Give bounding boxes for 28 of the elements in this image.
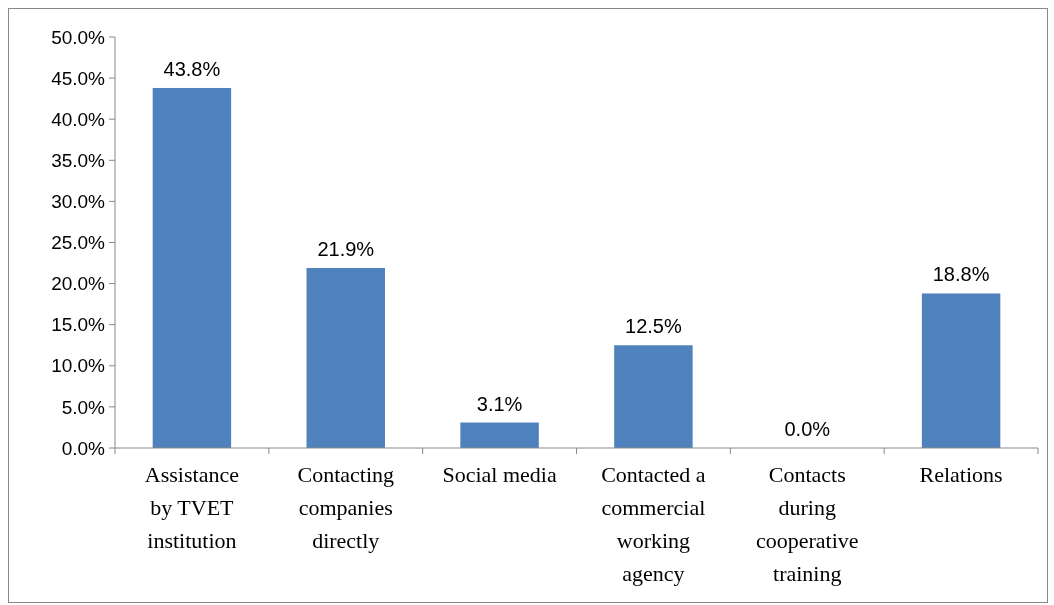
y-tick-label: 50.0% [51, 26, 106, 48]
data-label: 21.9% [317, 237, 375, 260]
bar [460, 422, 539, 448]
x-tick-label: Relations [919, 462, 1003, 487]
bar [921, 293, 1001, 448]
y-tick-label: 0.0% [61, 437, 106, 459]
data-label: 0.0% [784, 418, 831, 440]
y-tick-label: 5.0% [61, 396, 106, 418]
x-tick-label: Social media [442, 462, 557, 487]
y-tick-label: 15.0% [51, 314, 106, 336]
y-tick-label: 35.0% [51, 149, 106, 171]
x-tick-label: Contacting companies directly [297, 462, 395, 553]
y-tick-label: 20.0% [51, 273, 106, 295]
bar [614, 345, 693, 448]
y-tick-label: 45.0% [51, 67, 106, 89]
y-tick-label: 25.0% [51, 232, 106, 254]
data-label: 18.8% [932, 263, 990, 286]
bar [306, 267, 385, 448]
y-tick-label: 10.0% [51, 355, 106, 377]
data-label: 3.1% [476, 392, 523, 415]
data-label: 43.8% [163, 57, 221, 80]
x-tick-label: Contacts during cooperative training [755, 462, 859, 586]
x-tick-label: Assistance by TVET institution [144, 462, 239, 553]
x-tick-label: Contacted a commercial working agency [601, 462, 706, 586]
y-tick-label: 30.0% [51, 191, 106, 213]
bar [152, 87, 232, 448]
y-tick-label: 40.0% [51, 108, 106, 130]
data-label: 12.5% [625, 315, 682, 338]
